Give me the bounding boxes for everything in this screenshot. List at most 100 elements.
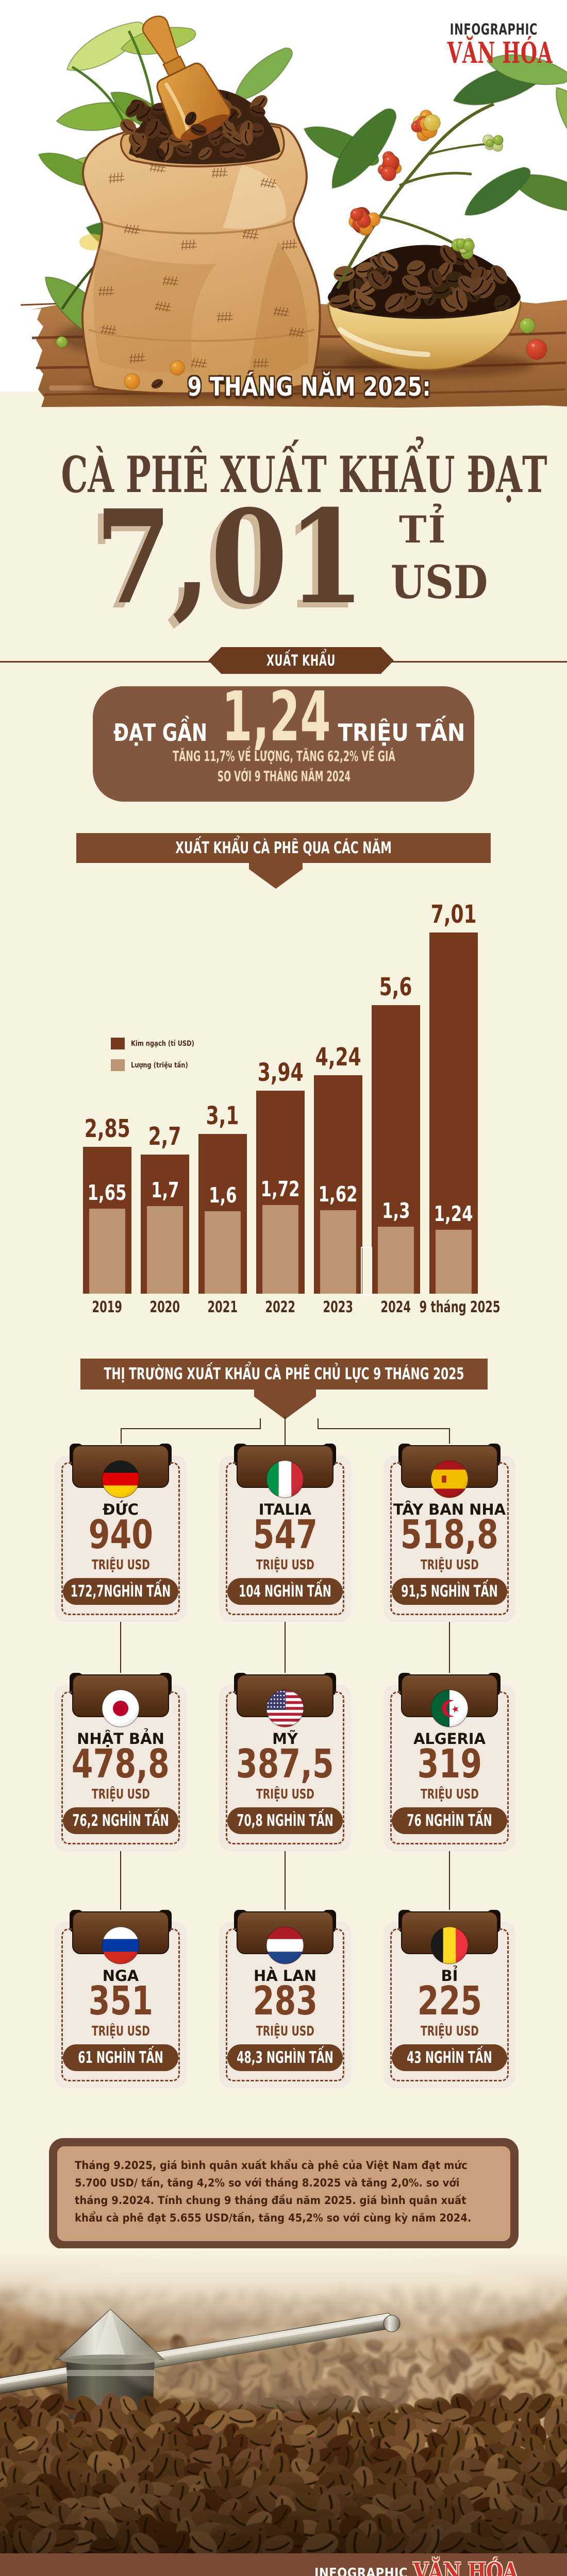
connector-line (449, 1622, 450, 1673)
card-value: 940 (88, 1512, 153, 1558)
price-note-panel: Tháng 9.2025, giá bình quân xuất khẩu cà… (57, 2146, 510, 2241)
card-value: 351 (88, 1978, 153, 2024)
volume-bar-label: 1,3 (381, 1198, 410, 1223)
card-country: NHẬT BẢN (77, 1730, 164, 1748)
footer-brand-name: VĂN HÓA (413, 2558, 518, 2576)
card-volume-pill: 43 NGHÌN TẤN (392, 2044, 507, 2071)
volume-bar (205, 1211, 241, 1294)
card-value: 518,8 (401, 1512, 498, 1558)
hero-illustration (0, 0, 567, 408)
flag-italy-icon (266, 1460, 304, 1498)
tree-line (449, 1428, 450, 1444)
volume-bar (436, 1230, 472, 1294)
legend-swatch-volume (111, 1059, 125, 1071)
category-label: 2022 (265, 1298, 296, 1316)
tree-line (260, 1418, 261, 1429)
flag-netherlands-icon (266, 1926, 304, 1964)
category-label: 9 tháng 2025 (419, 1298, 501, 1316)
card-value: 283 (253, 1978, 318, 2024)
card-value: 478,8 (72, 1741, 170, 1787)
legend-label-volume: Lượng (triệu tấn) (131, 1061, 188, 1070)
headline-unit-line2: USD (391, 555, 488, 609)
arrow-down-icon (254, 1389, 316, 1419)
export-ribbon: XUẤT KHẨU (208, 647, 394, 674)
summary-prefix: ĐẠT GẦN (113, 719, 208, 747)
card-volume-pill: 91,5 NGHÌN TẤN (392, 1578, 507, 1605)
markets-section-header: THỊ TRƯỜNG XUẤT KHẨU CÀ PHÊ CHỦ LỰC 9 TH… (80, 1359, 488, 1389)
card-unit: TRIỆU USD (256, 2024, 314, 2039)
card-country: HÀ LAN (253, 1967, 316, 1985)
volume-bar (378, 1227, 414, 1294)
connector-line (120, 1851, 121, 1910)
summary-value: 1,24 (222, 677, 331, 757)
market-card: BỈ 225 TRIỆU USD 43 NGHÌN TẤN (383, 1910, 515, 2088)
volume-bar (147, 1206, 183, 1294)
card-country: TÂY BAN NHA (393, 1501, 506, 1518)
markets-section-title: THỊ TRƯỜNG XUẤT KHẨU CÀ PHÊ CHỦ LỰC 9 TH… (104, 1365, 464, 1383)
volume-bar-label: 1,6 (208, 1183, 237, 1208)
card-volume-pill: 76 NGHÌN TẤN (392, 1807, 507, 1834)
legend-label-value: Kim ngạch (tỉ USD) (131, 1039, 194, 1048)
market-card: ĐỨC 940 TRIỆU USD 172,7NGHÌN TẤN (55, 1444, 187, 1622)
connector-line (285, 1851, 286, 1910)
photo-top-fade (0, 2248, 567, 2326)
market-card: NHẬT BẢN 478,8 TRIỆU USD 76,2 NGHÌN TẤN (55, 1673, 187, 1851)
category-label: 2019 (92, 1298, 123, 1316)
value-bar-label: 7,01 (430, 900, 477, 929)
summary-line3: SO VỚI 9 THÁNG NĂM 2024 (217, 768, 351, 785)
tree-line (121, 1428, 260, 1429)
headline-value-text: 7,01 (95, 481, 365, 633)
market-card: TÂY BAN NHA 518,8 TRIỆU USD 91,5 NGHÌN TẤN (383, 1444, 515, 1622)
volume-bar (262, 1205, 298, 1294)
volume-bar-label: 1,62 (319, 1182, 358, 1207)
card-unit: TRIỆU USD (91, 1787, 150, 1802)
card-volume-pill: 76,2 NGHÌN TẤN (63, 1807, 178, 1834)
value-bar-label: 2,7 (148, 1122, 181, 1151)
tree-line (318, 1428, 450, 1429)
flag-united-states-icon (266, 1689, 304, 1727)
tree-line (285, 1417, 286, 1458)
export-summary-box: ĐẠT GẦN 1,24 TRIỆU TẤN TĂNG 11,7% VỀ LƯỢ… (93, 677, 474, 802)
summary-suffix: TRIỆU TẤN (338, 719, 465, 747)
connector-line (285, 1622, 286, 1673)
tree-line (318, 1418, 319, 1429)
card-volume-pill: 48,3 NGHÌN TẤN (227, 2044, 343, 2071)
value-bar-label: 4,24 (315, 1043, 361, 1072)
volume-bar-label: 1,24 (434, 1201, 473, 1226)
flag-russia-icon (102, 1926, 140, 1964)
summary-line2: TĂNG 11,7% VỀ LƯỢNG, TĂNG 62,2% VỀ GIÁ (173, 748, 395, 765)
value-bar-label: 5,6 (379, 973, 412, 1002)
market-card: HÀ LAN 283 TRIỆU USD 48,3 NGHÌN TẤN (219, 1910, 351, 2088)
legend-swatch-value (111, 1038, 125, 1049)
value-bar-label: 3,1 (206, 1101, 239, 1130)
volume-bar-label: 1,65 (88, 1180, 127, 1205)
card-volume-pill: 172,7NGHÌN TẤN (63, 1578, 178, 1605)
hero-section: INFOGRAPHIC VĂN HÓA 9 THÁNG NĂM 2025: (0, 0, 567, 408)
card-value: 225 (417, 1978, 482, 2024)
price-note-box: Tháng 9.2025, giá bình quân xuất khẩu cà… (49, 2138, 519, 2249)
export-ribbon-text: XUẤT KHẨU (266, 652, 336, 669)
card-value: 387,5 (236, 1741, 334, 1787)
market-card: NGA 351 TRIỆU USD 61 NGHÌN TẤN (55, 1910, 187, 2088)
brand-logo: INFOGRAPHIC VĂN HÓA (418, 21, 567, 72)
card-value: 319 (417, 1741, 482, 1787)
chart-section-title: XUẤT KHẨU CÀ PHÊ QUA CÁC NĂM (175, 839, 392, 857)
value-bar-label: 3,94 (257, 1058, 304, 1087)
connector-line (120, 1622, 121, 1673)
volume-bar-label: 1,72 (261, 1177, 300, 1201)
period-banner-text: 9 THÁNG NĂM 2025: (187, 372, 431, 402)
flag-algeria-icon (430, 1689, 469, 1727)
flag-belgium-icon (430, 1926, 469, 1964)
market-card: ITALIA 547 TRIỆU USD 104 NGHÌN TẤN (219, 1444, 351, 1622)
main-title-text: CÀ PHÊ XUẤT KHẨU ĐẠT (61, 446, 547, 504)
category-label: 2024 (380, 1298, 411, 1316)
flag-spain-icon (430, 1460, 469, 1498)
chart-section-header: XUẤT KHẨU CÀ PHÊ QUA CÁC NĂM (76, 833, 491, 863)
card-unit: TRIỆU USD (256, 1787, 314, 1802)
flag-japan-icon (102, 1689, 140, 1727)
card-volume-pill: 70,8 NGHÌN TẤN (227, 1807, 343, 1834)
card-value: 547 (253, 1512, 318, 1558)
price-note-text: Tháng 9.2025, giá bình quân xuất khẩu cà… (75, 2159, 472, 2225)
connector-line (449, 1851, 450, 1910)
